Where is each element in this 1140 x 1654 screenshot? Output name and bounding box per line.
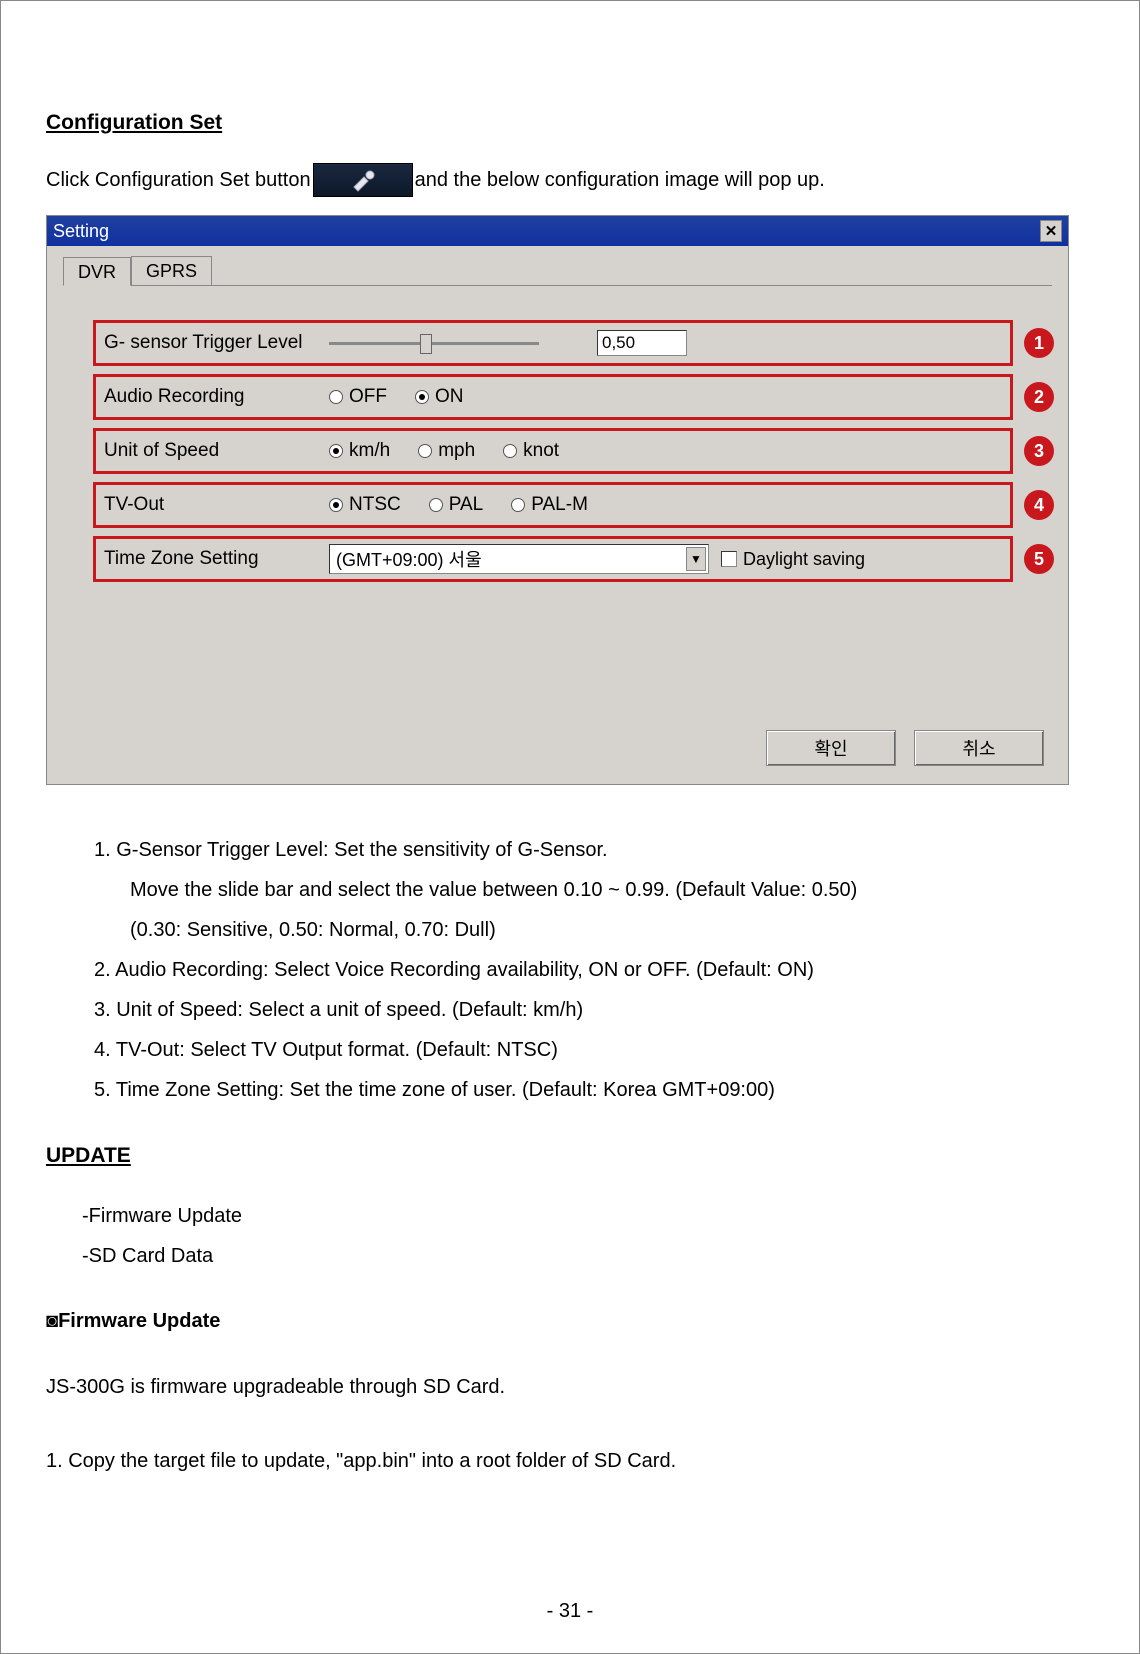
page-container: Configuration Set Click Configuration Se…	[0, 0, 1140, 1654]
speed-option-km/h[interactable]: km/h	[329, 440, 390, 462]
cancel-button[interactable]: 취소	[914, 730, 1044, 766]
radio-icon[interactable]	[418, 444, 432, 458]
gsensor-slider[interactable]	[329, 342, 539, 345]
dialog-button-row: 확인 취소	[63, 730, 1052, 766]
update-list-item: -Firmware Update	[82, 1196, 1094, 1236]
speed-option-knot[interactable]: knot	[503, 440, 559, 462]
update-section: UPDATE -Firmware Update-SD Card Data	[46, 1144, 1094, 1276]
badge-3: 3	[1024, 436, 1054, 466]
gsensor-label: G- sensor Trigger Level	[104, 332, 329, 354]
dialog-body: DVR GPRS G- sensor Trigger Level 1	[47, 246, 1068, 784]
ok-button[interactable]: 확인	[766, 730, 896, 766]
radio-icon[interactable]	[429, 498, 443, 512]
update-items: -Firmware Update-SD Card Data	[46, 1196, 1094, 1276]
daylight-checkbox[interactable]: Daylight saving	[721, 549, 865, 570]
definition-subitem: Move the slide bar and select the value …	[94, 870, 1094, 910]
radio-icon[interactable]	[511, 498, 525, 512]
tvout-option-label: PAL-M	[531, 494, 588, 516]
radio-icon[interactable]	[329, 444, 343, 458]
intro-before: Click Configuration Set button	[46, 169, 311, 192]
intro-line: Click Configuration Set button and the b…	[46, 163, 1094, 197]
update-heading: UPDATE	[46, 1144, 1094, 1168]
close-button[interactable]: ✕	[1040, 220, 1062, 242]
setting-dialog: Setting ✕ DVR GPRS G- sensor Trigger Lev…	[46, 215, 1069, 785]
radio-icon[interactable]	[329, 498, 343, 512]
badge-1: 1	[1024, 328, 1054, 358]
definition-item: 5. Time Zone Setting: Set the time zone …	[94, 1070, 1094, 1110]
gsensor-slider-thumb[interactable]	[420, 334, 432, 354]
intro-after: and the below configuration image will p…	[415, 169, 825, 192]
tz-select-value: (GMT+09:00) 서울	[336, 546, 482, 572]
audio-option-label: OFF	[349, 386, 387, 408]
settings-area: G- sensor Trigger Level 1 Audio Recordin…	[63, 298, 1052, 730]
row-tvout: TV-Out NTSCPALPAL-M 4	[93, 482, 1013, 528]
radio-icon[interactable]	[415, 390, 429, 404]
dialog-title: Setting	[53, 221, 109, 242]
speed-option-label: knot	[523, 440, 559, 462]
audio-option-off[interactable]: OFF	[329, 386, 387, 408]
definition-item: 4. TV-Out: Select TV Output format. (Def…	[94, 1030, 1094, 1070]
tvout-option-label: NTSC	[349, 494, 401, 516]
tz-select[interactable]: (GMT+09:00) 서울 ▼	[329, 544, 709, 574]
tvout-label: TV-Out	[104, 494, 329, 516]
tvout-option-label: PAL	[449, 494, 484, 516]
row-audio: Audio Recording OFFON 2	[93, 374, 1013, 420]
definition-item: 1. G-Sensor Trigger Level: Set the sensi…	[94, 830, 1094, 870]
speed-label: Unit of Speed	[104, 440, 329, 462]
tvout-option-ntsc[interactable]: NTSC	[329, 494, 401, 516]
tz-label: Time Zone Setting	[104, 548, 329, 570]
definition-item: 3. Unit of Speed: Select a unit of speed…	[94, 990, 1094, 1030]
radio-icon[interactable]	[503, 444, 517, 458]
speed-option-mph[interactable]: mph	[418, 440, 475, 462]
chevron-down-icon[interactable]: ▼	[686, 547, 706, 571]
speed-option-label: mph	[438, 440, 475, 462]
definitions-list: 1. G-Sensor Trigger Level: Set the sensi…	[46, 830, 1094, 1110]
gsensor-value-input[interactable]	[597, 330, 687, 356]
badge-2: 2	[1024, 382, 1054, 412]
tab-gprs[interactable]: GPRS	[131, 256, 212, 285]
audio-option-on[interactable]: ON	[415, 386, 464, 408]
badge-5: 5	[1024, 544, 1054, 574]
badge-4: 4	[1024, 490, 1054, 520]
firmware-update-heading: ◙Firmware Update	[46, 1310, 1094, 1333]
update-list-item: -SD Card Data	[82, 1236, 1094, 1276]
firmware-text: JS-300G is firmware upgradeable through …	[46, 1367, 1094, 1407]
row-gsensor: G- sensor Trigger Level 1	[93, 320, 1013, 366]
config-set-heading: Configuration Set	[46, 111, 1094, 135]
tab-dvr[interactable]: DVR	[63, 257, 131, 286]
tvout-option-pal[interactable]: PAL	[429, 494, 484, 516]
row-speed: Unit of Speed km/hmphknot 3	[93, 428, 1013, 474]
speed-option-label: km/h	[349, 440, 390, 462]
row-timezone: Time Zone Setting (GMT+09:00) 서울 ▼ Dayli…	[93, 536, 1013, 582]
audio-option-label: ON	[435, 386, 464, 408]
config-set-button-icon	[313, 163, 413, 197]
definition-subitem: (0.30: Sensitive, 0.50: Normal, 0.70: Du…	[94, 910, 1094, 950]
firmware-step1: 1. Copy the target file to update, "app.…	[46, 1441, 1094, 1481]
definition-item: 2. Audio Recording: Select Voice Recordi…	[94, 950, 1094, 990]
daylight-checkbox-box[interactable]	[721, 551, 737, 567]
page-number: - 31 -	[1, 1600, 1139, 1623]
audio-label: Audio Recording	[104, 386, 329, 408]
daylight-label: Daylight saving	[743, 549, 865, 570]
dialog-titlebar: Setting ✕	[47, 216, 1068, 246]
tvout-option-pal-m[interactable]: PAL-M	[511, 494, 588, 516]
radio-icon[interactable]	[329, 390, 343, 404]
tab-strip: DVR GPRS	[63, 256, 1052, 286]
